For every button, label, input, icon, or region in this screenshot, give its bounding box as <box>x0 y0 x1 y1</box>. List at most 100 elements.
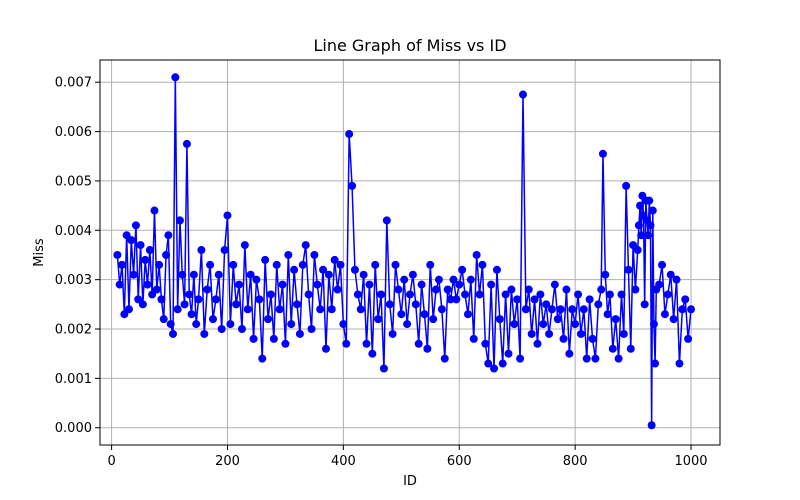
data-point <box>675 359 684 368</box>
data-point <box>672 275 681 284</box>
data-point <box>127 236 136 245</box>
x-axis-label: ID <box>403 474 417 489</box>
data-point <box>175 216 184 225</box>
data-point <box>240 241 249 250</box>
data-point <box>214 270 223 279</box>
data-point <box>446 295 455 304</box>
data-point <box>576 329 585 338</box>
data-point <box>348 181 357 190</box>
data-point <box>547 305 556 314</box>
data-point <box>585 295 594 304</box>
data-point <box>617 290 626 299</box>
data-point <box>187 310 196 319</box>
x-tick-label: 800 <box>563 454 588 469</box>
data-point <box>597 285 606 294</box>
data-point <box>287 320 296 329</box>
data-point <box>313 280 322 289</box>
data-point <box>603 310 612 319</box>
data-point <box>608 344 617 353</box>
data-point <box>342 339 351 348</box>
data-point <box>350 265 359 274</box>
data-point <box>646 221 655 230</box>
data-point <box>644 231 653 240</box>
data-point <box>124 305 133 314</box>
data-point <box>155 260 164 269</box>
x-tick-label: 400 <box>331 454 356 469</box>
data-point <box>626 344 635 353</box>
data-point <box>666 270 675 279</box>
data-point <box>374 315 383 324</box>
data-point <box>141 255 150 264</box>
data-point <box>243 305 252 314</box>
data-point <box>475 290 484 299</box>
data-point <box>235 280 244 289</box>
data-point <box>115 280 124 289</box>
data-point <box>611 315 620 324</box>
data-point <box>449 275 458 284</box>
data-point <box>145 246 154 255</box>
data-point <box>458 265 467 274</box>
data-point <box>185 290 194 299</box>
data-point <box>452 295 461 304</box>
y-tick-label: 0.002 <box>55 323 92 338</box>
data-point <box>150 206 159 215</box>
data-point <box>237 325 246 334</box>
data-point <box>258 354 267 363</box>
data-point <box>339 320 348 329</box>
data-point <box>336 260 345 269</box>
data-point <box>178 270 187 279</box>
data-point <box>559 334 568 343</box>
data-point <box>524 285 533 294</box>
data-point <box>166 320 175 329</box>
data-point <box>333 285 342 294</box>
data-point <box>490 364 499 373</box>
data-point <box>556 305 565 314</box>
data-point <box>255 295 264 304</box>
data-series <box>113 73 696 430</box>
data-point <box>414 339 423 348</box>
data-point <box>159 315 168 324</box>
data-point <box>455 280 464 289</box>
data-point <box>379 364 388 373</box>
data-point <box>420 310 429 319</box>
data-point <box>687 305 696 314</box>
data-point <box>180 300 189 309</box>
data-point <box>507 285 516 294</box>
data-point <box>143 280 152 289</box>
data-point <box>472 250 481 259</box>
data-point <box>220 246 229 255</box>
data-point <box>113 250 122 259</box>
data-point <box>217 325 226 334</box>
data-point <box>345 130 354 139</box>
data-point <box>645 196 654 205</box>
data-point <box>579 305 588 314</box>
data-point <box>571 320 580 329</box>
data-point <box>368 349 377 358</box>
data-point <box>649 320 658 329</box>
data-point <box>647 421 656 430</box>
data-point <box>223 211 232 220</box>
data-point <box>319 265 328 274</box>
data-point <box>275 305 284 314</box>
data-point <box>533 339 542 348</box>
data-point <box>391 260 400 269</box>
data-point <box>194 295 203 304</box>
x-tick-label: 1000 <box>674 454 707 469</box>
data-point <box>226 320 235 329</box>
data-point <box>614 354 623 363</box>
data-point <box>229 260 238 269</box>
data-point <box>232 300 241 309</box>
data-point <box>530 295 539 304</box>
data-point <box>601 270 610 279</box>
data-point <box>327 305 336 314</box>
data-point <box>400 275 409 284</box>
data-point <box>417 280 426 289</box>
data-point <box>429 315 438 324</box>
data-point <box>164 231 173 240</box>
data-point <box>440 354 449 363</box>
data-point <box>487 280 496 289</box>
data-point <box>501 290 510 299</box>
data-point <box>562 285 571 294</box>
